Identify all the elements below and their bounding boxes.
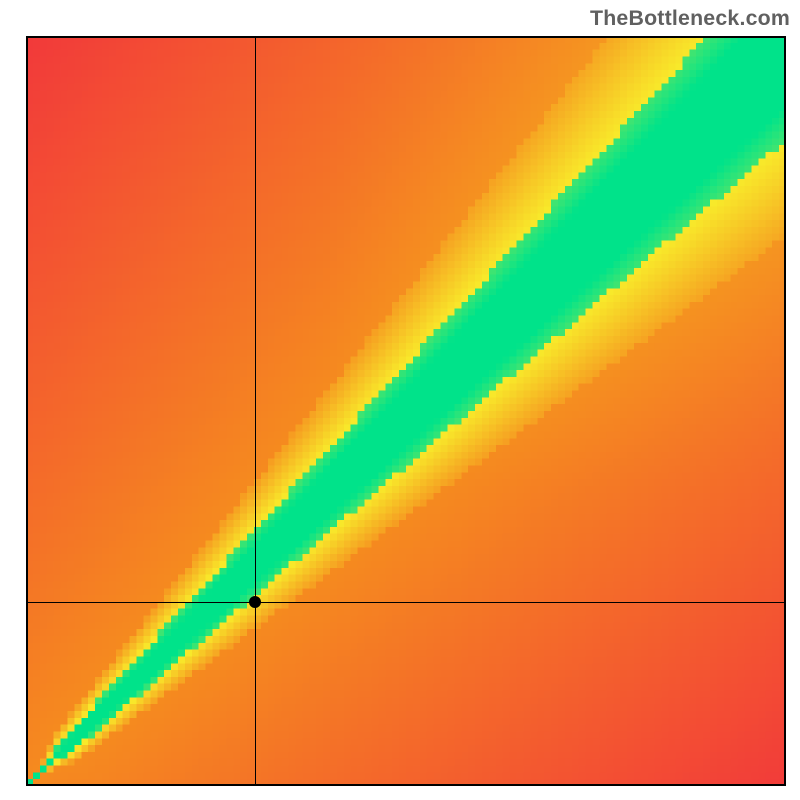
plot-frame bbox=[26, 36, 786, 786]
crosshair-vertical bbox=[255, 36, 256, 786]
crosshair-horizontal bbox=[26, 602, 786, 603]
marker-point bbox=[249, 596, 261, 608]
chart-container: TheBottleneck.com bbox=[0, 0, 800, 800]
watermark-text: TheBottleneck.com bbox=[590, 6, 790, 31]
